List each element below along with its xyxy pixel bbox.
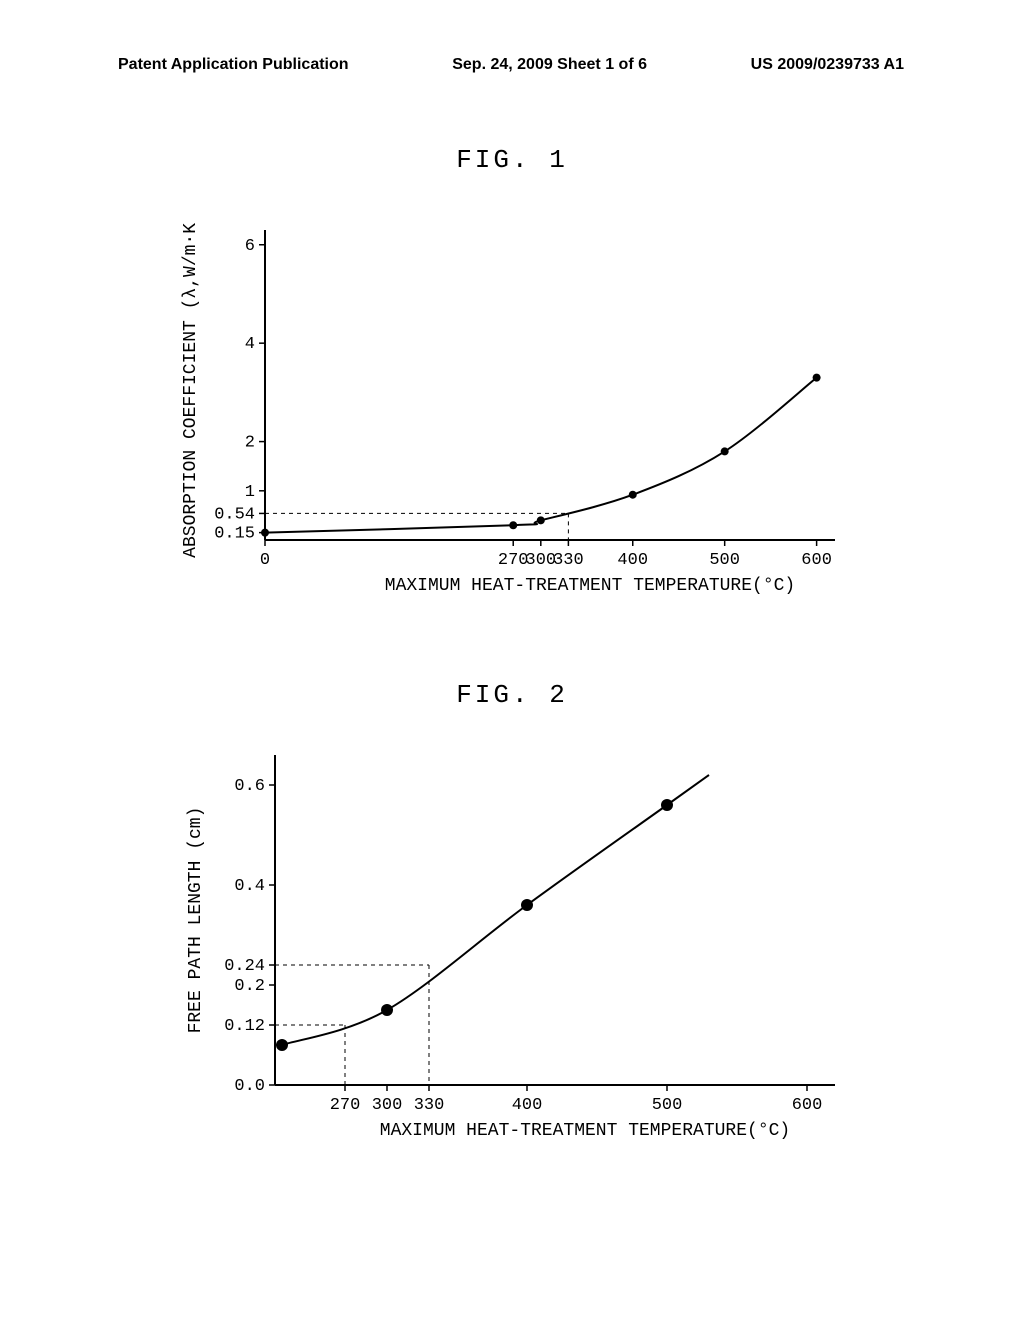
svg-text:0.54: 0.54 [214,505,255,524]
svg-text:FREE PATH LENGTH (cm): FREE PATH LENGTH (cm) [186,807,206,1034]
svg-text:330: 330 [553,551,584,570]
svg-text:500: 500 [652,1096,683,1115]
svg-text:300: 300 [372,1096,403,1115]
svg-text:1: 1 [245,483,255,502]
svg-text:270: 270 [330,1096,361,1115]
svg-text:0.6: 0.6 [234,777,265,796]
chart-1-svg: 0.150.54 1 2 4 6 0 270300330 400 500 600 MAXIMUM H… [175,220,855,620]
svg-text:0.15: 0.15 [214,525,255,544]
figure-2-chart: 0.0 0.12 0.20.24 0.4 0.6 270 300 330 400 500 600MA… [175,745,855,1165]
svg-text:4: 4 [245,335,255,354]
header-left: Patent Application Publication [118,56,349,74]
svg-text:0.2: 0.2 [234,977,265,996]
figure-1-title: FIG. 1 [0,145,1024,175]
svg-text:0.12: 0.12 [224,1017,265,1036]
svg-text:MAXIMUM HEAT-TREATMENT TEMPERA: MAXIMUM HEAT-TREATMENT TEMPERATURE(°C) [380,1121,790,1141]
chart-2-svg: 0.0 0.12 0.20.24 0.4 0.6 270 300 330 400 500 600MA… [175,745,855,1165]
header-center: Sep. 24, 2009 Sheet 1 of 6 [452,56,647,74]
svg-text:0.0: 0.0 [234,1077,265,1096]
svg-text:ABSORPTION COEFFICIENT (λ,W/m·: ABSORPTION COEFFICIENT (λ,W/m·K) [181,220,201,558]
svg-text:MAXIMUM HEAT-TREATMENT TEMPERA: MAXIMUM HEAT-TREATMENT TEMPERATURE(°C) [385,576,795,596]
svg-text:0: 0 [260,551,270,570]
svg-text:400: 400 [617,551,648,570]
svg-text:300: 300 [526,551,557,570]
page-header: Patent Application Publication Sep. 24, … [0,56,1024,74]
svg-text:330: 330 [414,1096,445,1115]
header-right: US 2009/0239733 A1 [751,56,904,74]
svg-text:400: 400 [512,1096,543,1115]
svg-text:0.4: 0.4 [234,877,265,896]
svg-text:600: 600 [801,551,832,570]
svg-text:2: 2 [245,434,255,453]
svg-text:500: 500 [709,551,740,570]
figure-1-chart: 0.150.54 1 2 4 6 0 270300330 400 500 600 MAXIMUM H… [175,220,855,620]
svg-text:6: 6 [245,237,255,256]
svg-text:270: 270 [498,551,529,570]
svg-text:0.24: 0.24 [224,957,265,976]
figure-2-title: FIG. 2 [0,680,1024,710]
svg-text:600: 600 [792,1096,823,1115]
